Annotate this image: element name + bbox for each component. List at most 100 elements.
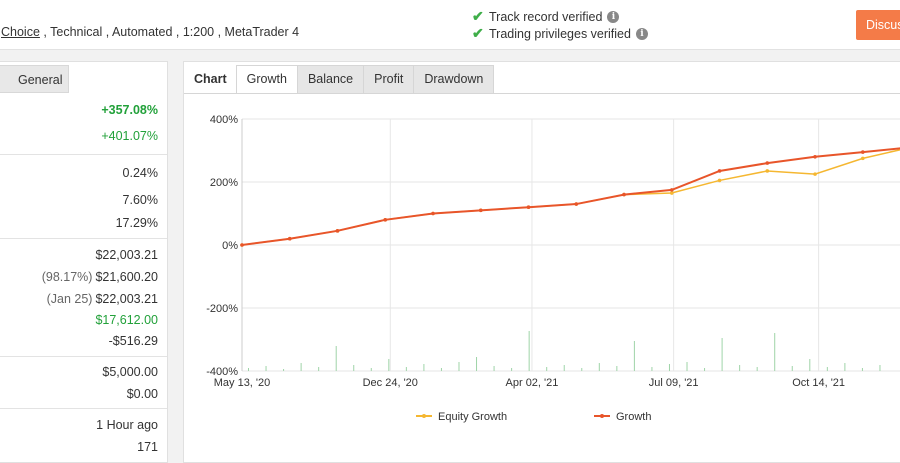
volume-bar	[493, 366, 495, 371]
volume-bar	[598, 363, 600, 371]
volume-bar	[826, 367, 828, 371]
stat-row: -$516.29	[109, 334, 158, 348]
stat-row: 17.29%	[116, 216, 158, 230]
check-icon: ✔	[472, 25, 484, 41]
legend-label: Equity Growth	[438, 411, 507, 423]
volume-bar	[739, 365, 741, 371]
divider	[0, 356, 167, 357]
data-point	[813, 155, 817, 159]
volume-bar	[668, 364, 670, 371]
data-point	[526, 205, 531, 209]
volume-bar	[248, 368, 249, 371]
data-point	[240, 243, 244, 247]
stat-row: +401.07%	[101, 129, 158, 143]
volume-bar	[458, 362, 460, 371]
y-tick-label: 0%	[222, 240, 238, 252]
account-header: Choice , Technical , Automated , 1:200 ,…	[0, 0, 900, 50]
tab-general[interactable]: General	[0, 65, 69, 93]
x-tick-label: Oct 14, '21	[792, 377, 845, 389]
stat-value: $5,000.00	[102, 365, 158, 379]
volume-bar	[388, 359, 390, 371]
stat-row: (Jan 25) $22,003.21	[47, 292, 158, 306]
x-tick-label: Apr 02, '21	[506, 377, 559, 389]
legend-marker	[600, 414, 604, 418]
stat-value: $22,003.21	[95, 292, 158, 306]
tab-balance[interactable]: Balance	[296, 65, 365, 94]
volume-bar	[405, 367, 407, 371]
volume-bar	[704, 368, 706, 371]
info-icon[interactable]: i	[635, 27, 648, 40]
stat-row: $22,003.21	[95, 248, 158, 262]
volume-bar	[511, 368, 513, 371]
volume-bar	[353, 365, 355, 371]
data-point	[669, 191, 674, 195]
system-meta-text: , Technical , Automated , 1:200 , MetaTr…	[39, 25, 300, 39]
data-point	[669, 188, 674, 192]
stat-row: $5,000.00	[102, 365, 158, 379]
data-point	[717, 169, 722, 173]
volume-bar	[563, 365, 565, 371]
volume-bar	[476, 357, 478, 371]
stat-row: $0.00	[127, 387, 158, 401]
tab-profit[interactable]: Profit	[363, 65, 415, 94]
stat-row: 0.24%	[123, 166, 158, 180]
x-tick-label: Jul 09, '21	[649, 377, 699, 389]
stat-value: 0.24%	[122, 166, 158, 180]
data-point	[717, 178, 722, 183]
volume-bar	[844, 363, 846, 371]
divider	[0, 154, 167, 155]
volume-bar	[756, 367, 758, 371]
volume-bar	[318, 367, 320, 371]
stat-value: -$516.29	[108, 334, 158, 348]
discuss-button[interactable]: Discuss	[856, 10, 900, 40]
system-type-link[interactable]: Choice	[1, 25, 40, 39]
stat-row: $17,612.00	[95, 313, 158, 327]
stats-panel: General +357.08% +401.07% 0.24% 7.60% 17.29%…	[0, 61, 168, 463]
growth-chart[interactable]: 400% 200% 0% -200% -400%May 13, '20 Dec 24, '…	[184, 94, 900, 463]
info-icon[interactable]: i	[607, 10, 620, 23]
x-tick-label: May 13, '20	[214, 377, 271, 389]
y-tick-label: 400%	[210, 114, 238, 126]
data-point	[383, 218, 388, 222]
data-point	[574, 202, 579, 206]
legend-label: Growth	[616, 411, 651, 423]
track-record-label: Track record verified	[489, 9, 603, 24]
stat-value: 7.60%	[122, 193, 158, 207]
y-tick-label: -400%	[206, 366, 238, 378]
stat-row: (98.17%) $21,600.20	[42, 270, 158, 284]
volume-bar	[809, 359, 811, 371]
stat-value: $0.00	[126, 387, 158, 401]
series-line	[241, 147, 900, 246]
volume-bar	[528, 331, 530, 371]
check-icon: ✔	[472, 8, 484, 24]
stat-sub: (98.17%)	[41, 270, 93, 284]
legend-marker	[422, 414, 426, 418]
volume-bar	[651, 367, 653, 371]
trading-privileges-label: Trading privileges verified	[489, 26, 631, 41]
volume-bar	[686, 362, 688, 371]
volume-bar	[581, 368, 583, 371]
chart-label: Chart	[194, 72, 227, 86]
data-point	[335, 229, 340, 233]
data-point	[813, 172, 817, 176]
volume-bar	[283, 369, 285, 371]
chart-panel: Chart Growth Balance Profit Drawdown 400…	[183, 61, 900, 463]
stat-value: $21,600.20	[95, 270, 158, 284]
trading-privileges-verified: ✔ Trading privileges verified i	[472, 25, 648, 42]
tab-growth[interactable]: Growth	[235, 65, 298, 94]
volume-bar	[546, 367, 548, 371]
stat-value: +401.07%	[101, 129, 158, 143]
volume-bar	[423, 364, 425, 371]
y-tick-label: -200%	[206, 303, 238, 315]
divider	[0, 238, 167, 239]
data-point	[860, 150, 865, 154]
stat-value: 1 Hour ago	[96, 418, 158, 432]
data-point	[431, 211, 435, 216]
volume-bar	[791, 366, 793, 371]
data-point	[860, 156, 865, 161]
y-tick-label: 200%	[210, 177, 238, 189]
data-point	[765, 169, 770, 173]
tab-drawdown[interactable]: Drawdown	[413, 65, 495, 94]
volume-bar	[633, 341, 635, 371]
data-point	[622, 192, 626, 197]
